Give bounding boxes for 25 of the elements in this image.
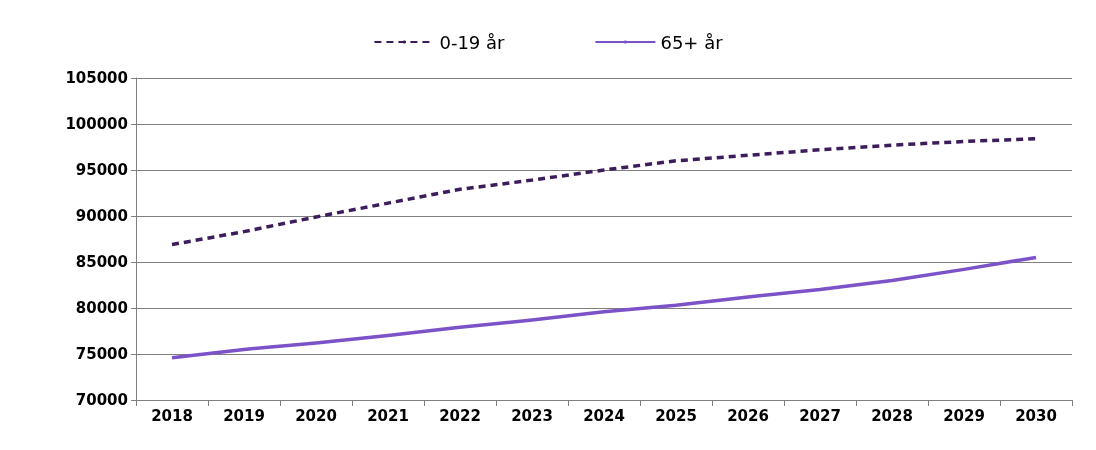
y-tick-label: 90000 <box>75 207 128 225</box>
x-tick-label: 2022 <box>439 406 481 425</box>
y-tick-label: 75000 <box>75 345 128 363</box>
x-tick-label: 2030 <box>1015 406 1057 425</box>
y-tick-label: 95000 <box>75 161 128 179</box>
x-tick-label: 2028 <box>871 406 913 425</box>
legend-label: 65+ år <box>660 31 724 53</box>
x-tick-label: 2020 <box>295 406 337 425</box>
y-tick-label: 100000 <box>65 115 128 133</box>
x-tick-label: 2018 <box>151 406 193 425</box>
y-tick-label: 80000 <box>75 299 128 317</box>
legend-label: 0-19 år <box>439 31 506 53</box>
x-tick-label: 2029 <box>943 406 985 425</box>
x-tick-label: 2023 <box>511 406 553 425</box>
line-series <box>170 255 1038 360</box>
line-series <box>170 136 1038 247</box>
y-tick-label: 85000 <box>75 253 128 271</box>
y-tick-label: 70000 <box>75 391 128 409</box>
x-tick-label: 2027 <box>799 406 841 425</box>
x-tick-label: 2021 <box>367 406 409 425</box>
x-tick-label: 2025 <box>655 406 697 425</box>
x-tick-label: 2024 <box>583 406 625 425</box>
y-tick-label: 105000 <box>65 69 128 87</box>
x-tick-label: 2019 <box>223 406 265 425</box>
x-tick-label: 2026 <box>727 406 769 425</box>
